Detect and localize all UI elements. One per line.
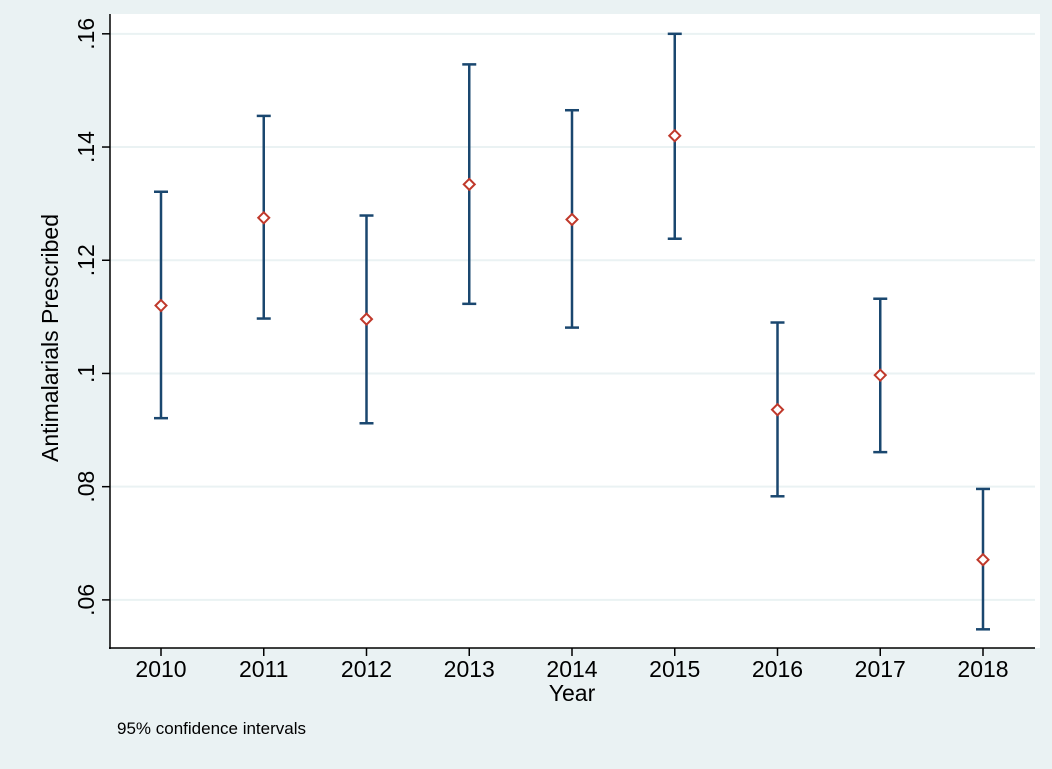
y-tick-label: .08 — [73, 471, 99, 503]
point-marker — [462, 177, 477, 192]
chart-note: 95% confidence intervals — [117, 719, 306, 738]
x-tick-label: 2017 — [855, 656, 906, 682]
x-tick-label: 2015 — [649, 656, 700, 682]
y-axis-label: Antimalarials Prescribed — [37, 214, 63, 462]
point-estimates — [154, 128, 990, 567]
point-marker — [770, 402, 785, 417]
y-tick-label: .16 — [73, 18, 99, 50]
x-axis-label: Year — [549, 680, 596, 706]
point-marker — [256, 210, 271, 225]
x-tick-label: 2016 — [752, 656, 803, 682]
point-marker — [667, 128, 682, 143]
point-marker — [359, 312, 374, 327]
x-tick-label: 2012 — [341, 656, 392, 682]
x-tick-label: 2010 — [135, 656, 186, 682]
x-tick-label: 2014 — [546, 656, 597, 682]
x-tick-label: 2013 — [444, 656, 495, 682]
point-marker — [873, 368, 888, 383]
x-axis-ticks: 2010 2011 2012 2013 2014 2015 2016 2017 2018 — [135, 648, 1009, 682]
y-tick-label: .12 — [73, 244, 99, 276]
y-tick-label: .1 — [73, 364, 99, 383]
y-axis-ticks: .06 .08 .1 .12 .14 .16 — [73, 18, 110, 616]
y-tick-label: .14 — [73, 131, 99, 163]
y-tick-label: .06 — [73, 584, 99, 616]
x-tick-label: 2011 — [239, 656, 288, 682]
x-tick-label: 2018 — [957, 656, 1008, 682]
point-marker — [154, 298, 168, 313]
point-marker — [565, 212, 579, 227]
point-marker — [976, 552, 990, 567]
